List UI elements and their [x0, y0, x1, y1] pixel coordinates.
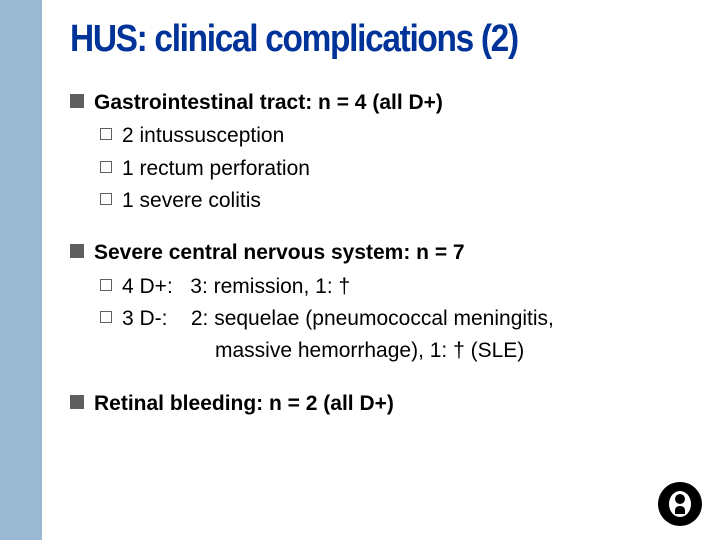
block-retinal: Retinal bleeding: n = 2 (all D+) — [70, 390, 690, 417]
sub-item: 2 intussusception — [100, 122, 690, 150]
block-gi: Gastrointestinal tract: n = 4 (all D+) 2… — [70, 89, 690, 215]
open-square-bullet — [100, 279, 112, 291]
open-square-bullet — [100, 161, 112, 173]
sub-text: 1 severe colitis — [122, 187, 261, 215]
block-cns: Severe central nervous system: n = 7 4 D… — [70, 239, 690, 365]
continuation-text: massive hemorrhage), 1: † (SLE) — [215, 337, 690, 365]
sub-text: 3 D-: 2: sequelae (pneumococcal meningit… — [122, 305, 554, 333]
sub-item: 1 rectum perforation — [100, 155, 690, 183]
heading-text: Retinal bleeding: n = 2 (all D+) — [94, 390, 394, 417]
left-accent-stripe — [0, 0, 42, 540]
sub-text: 4 D+: 3: remission, 1: † — [122, 273, 350, 301]
slide-content: HUS: clinical complications (2) Gastroin… — [70, 18, 690, 441]
open-square-bullet — [100, 311, 112, 323]
corner-logo — [658, 482, 702, 526]
heading-text: Severe central nervous system: n = 7 — [94, 239, 465, 266]
list-item: Retinal bleeding: n = 2 (all D+) — [70, 390, 690, 417]
filled-square-bullet — [70, 244, 84, 258]
slide-title: HUS: clinical complications (2) — [70, 18, 616, 61]
list-item: Severe central nervous system: n = 7 — [70, 239, 690, 266]
sub-item: 1 severe colitis — [100, 187, 690, 215]
open-square-bullet — [100, 128, 112, 140]
open-square-bullet — [100, 193, 112, 205]
logo-icon — [669, 491, 691, 517]
filled-square-bullet — [70, 94, 84, 108]
list-item: Gastrointestinal tract: n = 4 (all D+) — [70, 89, 690, 116]
sub-text: 2 intussusception — [122, 122, 284, 150]
heading-text: Gastrointestinal tract: n = 4 (all D+) — [94, 89, 443, 116]
filled-square-bullet — [70, 395, 84, 409]
sub-item: 4 D+: 3: remission, 1: † — [100, 273, 690, 301]
sub-text: 1 rectum perforation — [122, 155, 310, 183]
sub-item: 3 D-: 2: sequelae (pneumococcal meningit… — [100, 305, 690, 333]
